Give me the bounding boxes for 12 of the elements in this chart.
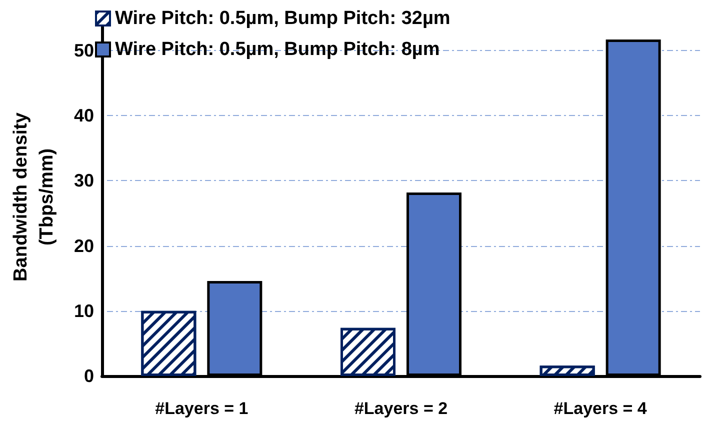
- y-axis-title: Bandwidth density (Tbps/mm): [10, 112, 58, 282]
- legend-label: Wire Pitch: 0.5µm, Bump Pitch: 8µm: [115, 39, 440, 60]
- x-tick-label: #Layers = 1: [155, 399, 248, 418]
- y-tick-label: 40: [74, 106, 94, 126]
- x-tick-label: #Layers = 4: [554, 399, 648, 418]
- y-tick-label: 50: [74, 40, 94, 61]
- x-tick-label: #Layers = 2: [354, 399, 448, 418]
- y-tick-label: 0: [84, 366, 94, 386]
- legend-label: Wire Pitch: 0.5µm, Bump Pitch: 32µm: [115, 8, 450, 29]
- y-tick-label: 30: [74, 170, 94, 191]
- y-tick-label: 20: [74, 236, 94, 256]
- y-tick-label: 10: [74, 300, 94, 321]
